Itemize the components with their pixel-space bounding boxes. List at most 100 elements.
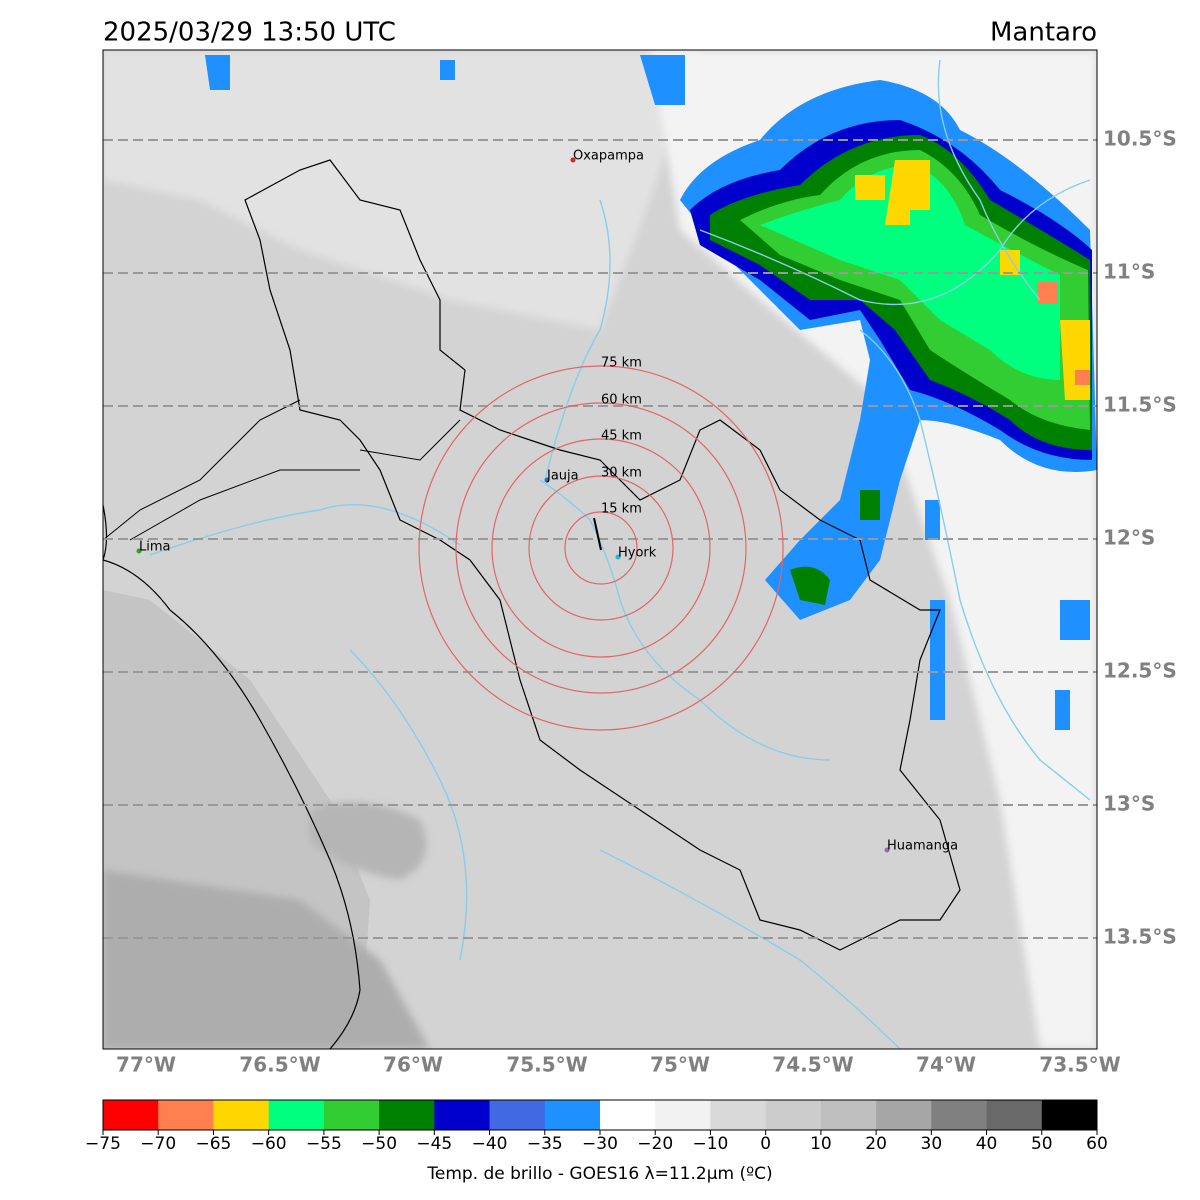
- colorbar-segment: [1041, 1100, 1098, 1130]
- lon-label: 76.5°W: [239, 1053, 320, 1077]
- place-label: Lima: [139, 540, 170, 555]
- dark-area: [310, 802, 427, 880]
- colorbar-segment: [268, 1100, 325, 1130]
- lat-label: 10.5°S: [1103, 127, 1177, 151]
- radar-beam: [593, 517, 602, 551]
- coastline: [103, 504, 108, 561]
- colorbar-tick-label: 30: [921, 1134, 943, 1154]
- range-rings: 15 km 30 km 45 km 60 km 75 km: [418, 356, 784, 731]
- place-label: Jauja: [546, 469, 579, 484]
- place-dot: [570, 157, 576, 163]
- cloud-orange: [1038, 282, 1090, 385]
- river: [937, 59, 1041, 301]
- range-ring: [564, 511, 638, 585]
- colorbar: −75 −70 −65 −60 −55 −50 −45 −40 −35 −30 −20 −10 0 10 2…: [85, 1099, 1108, 1154]
- colorbar-tick-label: −30: [582, 1134, 618, 1154]
- colorbar-tick-label: −70: [140, 1134, 176, 1154]
- range-ring: [418, 365, 784, 731]
- lon-label: 74°W: [916, 1053, 976, 1077]
- river: [149, 504, 461, 556]
- ring-label: 30 km: [601, 466, 642, 481]
- river: [539, 479, 831, 761]
- dark-area: [103, 870, 430, 1049]
- colorbar-label: Temp. de brillo - GOES16 λ=11.2μm (ºC): [426, 1164, 772, 1184]
- colorbar-tick-label: −60: [251, 1134, 287, 1154]
- place-dot: [544, 477, 550, 483]
- region: Mantaro: [990, 18, 1097, 48]
- rivers: [149, 59, 1091, 1049]
- place-dot: [884, 847, 890, 853]
- lon-label: 75.5°W: [506, 1053, 587, 1077]
- lon-label: 76°W: [383, 1053, 443, 1077]
- colorbar-tick-label: 40: [976, 1134, 998, 1154]
- ring-label: 75 km: [601, 356, 642, 371]
- admin-boundary: [103, 399, 461, 541]
- colorbar-segment: [434, 1100, 490, 1130]
- graticule: [103, 139, 1097, 939]
- colorbar-segment: [655, 1100, 711, 1130]
- colorbar-tick-label: −35: [527, 1134, 563, 1154]
- river: [699, 179, 1091, 306]
- title: 2025/03/29 13:50 UTC: [103, 18, 396, 48]
- river: [349, 649, 468, 961]
- colorbar-tick-label: −40: [472, 1134, 508, 1154]
- colorbar-tick-label: 0: [760, 1134, 771, 1154]
- coastline: [103, 559, 361, 1049]
- place-label: Oxapampa: [573, 149, 644, 164]
- colorbar-segment: [820, 1100, 877, 1130]
- lat-label: 11°S: [1103, 260, 1155, 284]
- lat-label: 13.5°S: [1103, 925, 1177, 949]
- lon-label: 74.5°W: [772, 1053, 853, 1077]
- colorbar-segment: [379, 1100, 435, 1130]
- colorbar-tick-label: −50: [361, 1134, 397, 1154]
- place-dot: [615, 554, 621, 560]
- river: [599, 849, 901, 1049]
- river: [544, 199, 611, 481]
- colorbar-segment: [710, 1100, 766, 1130]
- colorbar-tick-label: 60: [1086, 1134, 1108, 1154]
- lon-label: 77°W: [116, 1053, 176, 1077]
- place-label: Huamanga: [887, 839, 958, 854]
- colorbar-tick-label: −45: [416, 1134, 452, 1154]
- colorbar-tick-label: −55: [306, 1134, 342, 1154]
- colorbar-tick-label: 50: [1031, 1134, 1053, 1154]
- river: [859, 329, 1091, 801]
- colorbar-segment: [103, 1100, 159, 1130]
- colorbar-tick-label: −75: [85, 1134, 121, 1154]
- cloud-mint: [760, 165, 1060, 380]
- light-area: [103, 50, 700, 330]
- colorbar-segment: [489, 1100, 546, 1130]
- colorbar-segment: [213, 1100, 269, 1130]
- range-ring: [455, 402, 747, 694]
- colorbar-segment: [544, 1100, 601, 1130]
- axes: 10.5°S 11°S 11.5°S 12°S 12.5°S 13°S 13.5°S 77°W…: [116, 127, 1177, 1077]
- colorbar-segment: [931, 1100, 987, 1130]
- colorbar-segment: [765, 1100, 822, 1130]
- colorbar-tick-label: −20: [637, 1134, 673, 1154]
- lon-label: 73.5°W: [1039, 1053, 1120, 1077]
- colorbar-tick-label: −65: [195, 1134, 231, 1154]
- lat-label: 12°S: [1103, 526, 1155, 550]
- ring-label: 15 km: [601, 502, 642, 517]
- colorbar-segment: [986, 1100, 1043, 1130]
- map-frame: [102, 49, 1098, 1050]
- range-ring: [528, 475, 674, 621]
- lon-label: 75°W: [650, 1053, 710, 1077]
- lat-label: 13°S: [1103, 792, 1155, 816]
- lat-label: 12.5°S: [1103, 659, 1177, 683]
- places: Oxapampa Jauja Lima Hyork Huamanga: [136, 149, 958, 854]
- ring-label: 60 km: [601, 393, 642, 408]
- colorbar-segment: [158, 1100, 214, 1130]
- place-dot: [136, 548, 142, 554]
- colorbar-segment: [323, 1100, 380, 1130]
- cloud-yellow: [855, 160, 1090, 400]
- map-layer: 15 km 30 km 45 km 60 km 75 km Oxapampa Jauja L…: [103, 50, 1097, 1049]
- ring-label: 45 km: [601, 429, 642, 444]
- lat-label: 11.5°S: [1103, 393, 1177, 417]
- colorbar-segment: [600, 1100, 656, 1130]
- cloud-patch: [790, 490, 880, 605]
- colorbar-segment: [876, 1100, 932, 1130]
- colorbar-tick-label: 10: [810, 1134, 832, 1154]
- colorbar-tick-label: 20: [865, 1134, 887, 1154]
